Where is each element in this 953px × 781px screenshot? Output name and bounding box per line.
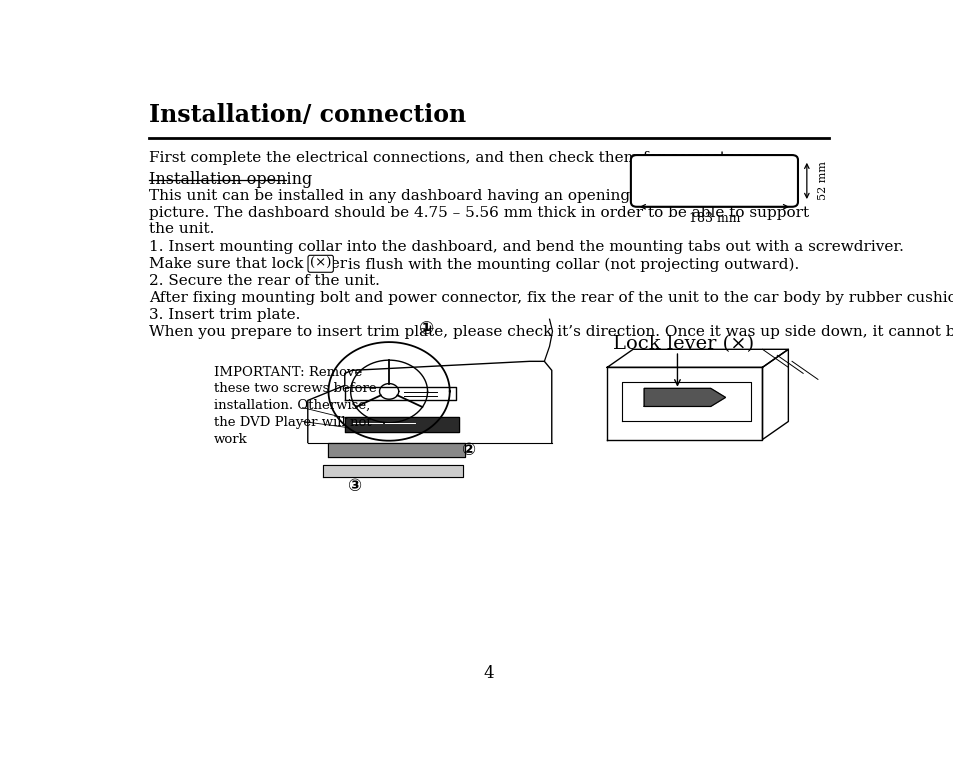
Polygon shape <box>344 416 459 433</box>
Text: ①: ① <box>418 320 434 338</box>
Text: First complete the electrical connections, and then check them for correctness.: First complete the electrical connection… <box>149 151 764 165</box>
Text: these two screws before: these two screws before <box>213 383 376 395</box>
FancyBboxPatch shape <box>630 155 797 207</box>
Text: Make sure that lock lever: Make sure that lock lever <box>149 257 347 271</box>
Text: ③: ③ <box>347 477 361 495</box>
Text: installation. Otherwise,: installation. Otherwise, <box>213 399 370 412</box>
Text: is flush with the mounting collar (not projecting outward).: is flush with the mounting collar (not p… <box>342 257 798 272</box>
Text: 1. Insert mounting collar into the dashboard, and bend the mounting tabs out wit: 1. Insert mounting collar into the dashb… <box>149 241 902 255</box>
Text: work: work <box>213 433 248 446</box>
Text: 52 mm: 52 mm <box>817 162 827 201</box>
Text: 4: 4 <box>483 665 494 682</box>
Text: This unit can be installed in any dashboard having an opening as shown on the: This unit can be installed in any dashbo… <box>149 189 759 203</box>
Text: IMPORTANT: Remove: IMPORTANT: Remove <box>213 366 362 379</box>
Polygon shape <box>643 388 724 406</box>
Text: After fixing mounting bolt and power connector, fix the rear of the unit to the : After fixing mounting bolt and power con… <box>149 291 953 305</box>
Text: 3. Insert trim plate.: 3. Insert trim plate. <box>149 308 300 322</box>
Text: picture. The dashboard should be 4.75 – 5.56 mm thick in order to be able to sup: picture. The dashboard should be 4.75 – … <box>149 205 808 219</box>
Text: 183 mm: 183 mm <box>688 212 740 225</box>
Text: Installation opening: Installation opening <box>149 171 312 187</box>
Polygon shape <box>328 443 465 457</box>
Text: 2. Secure the rear of the unit.: 2. Secure the rear of the unit. <box>149 274 379 288</box>
Text: ②: ② <box>460 440 475 458</box>
Text: the unit.: the unit. <box>149 223 214 237</box>
Polygon shape <box>322 465 462 477</box>
Text: When you prepare to insert trim plate, please check it’s direction. Once it was : When you prepare to insert trim plate, p… <box>149 325 953 339</box>
Text: Installation/ connection: Installation/ connection <box>149 103 465 127</box>
Text: the DVD Player will not: the DVD Player will not <box>213 416 371 429</box>
Text: (×): (×) <box>310 257 331 270</box>
Text: Lock lever (×): Lock lever (×) <box>613 336 754 354</box>
